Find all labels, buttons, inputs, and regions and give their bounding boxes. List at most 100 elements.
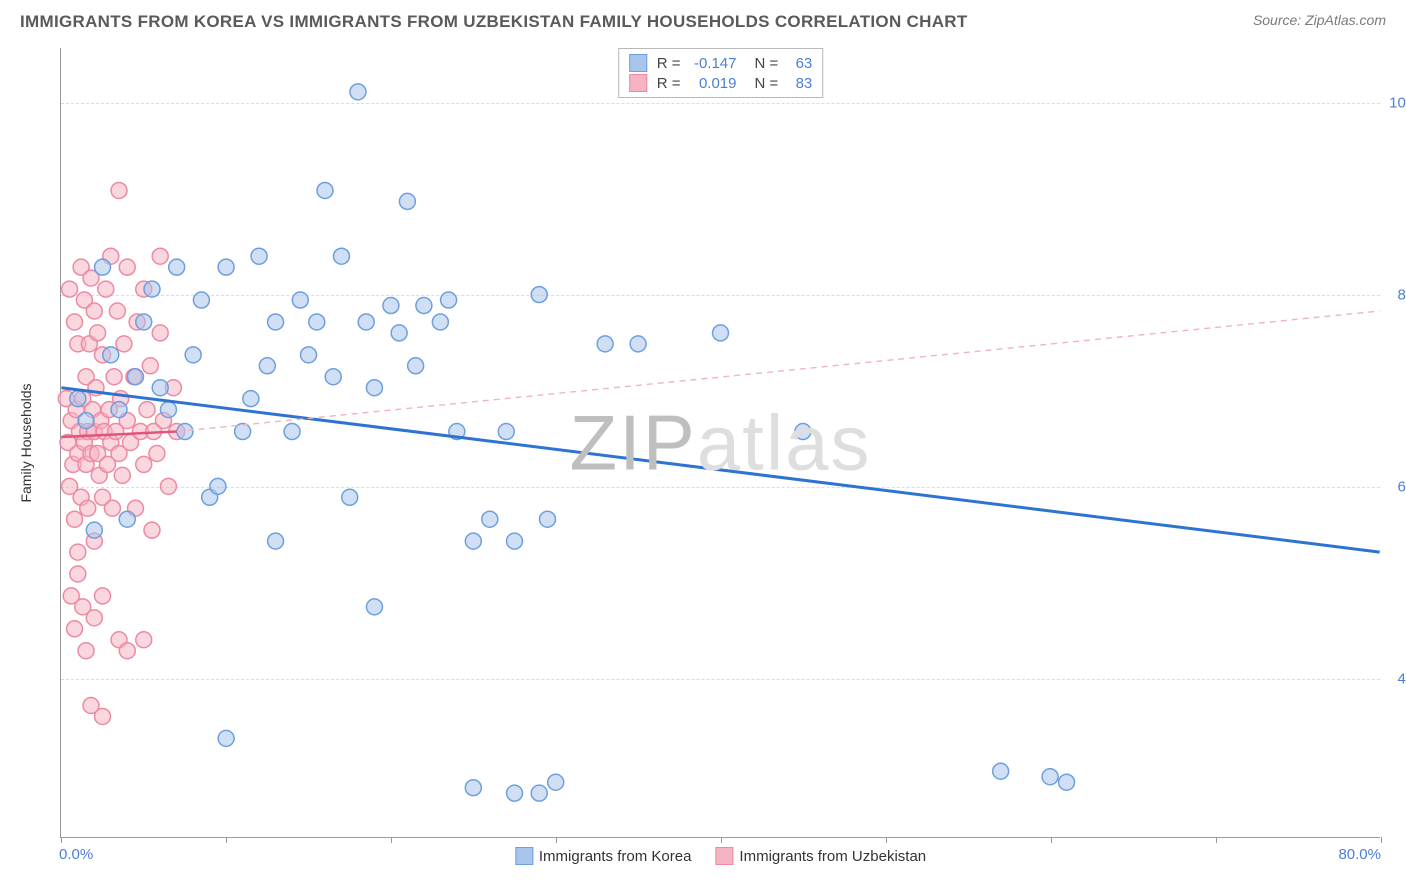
stat-n-value: 83 [784,75,812,92]
legend-swatch [629,54,647,72]
data-point [325,369,341,385]
data-point [142,358,158,374]
y-tick-label: 82.5% [1385,286,1406,303]
data-point [136,632,152,648]
stat-r-value: 0.019 [687,75,737,92]
x-tick [226,837,227,843]
data-point [144,281,160,297]
y-tick-label: 100.0% [1385,94,1406,111]
scatter-chart: Family Households 47.5%65.0%82.5%100.0% … [60,48,1380,838]
data-point [98,281,114,297]
legend-series: Immigrants from Korea Immigrants from Uzb… [515,847,926,865]
stat-r-label: R = [657,75,681,92]
data-point [116,336,132,352]
data-point [301,347,317,363]
data-point [95,259,111,275]
x-tick [1216,837,1217,843]
data-point [713,325,729,341]
data-point [86,522,102,538]
x-tick-label: 0.0% [59,846,93,863]
stat-r-value: -0.147 [687,55,737,72]
legend-stats: R =-0.147N =63R =0.019N =83 [618,48,824,98]
y-tick-label: 47.5% [1385,670,1406,687]
stat-n-value: 63 [784,55,812,72]
data-point [136,314,152,330]
data-point [391,325,407,341]
trend-line-ext [177,311,1380,432]
data-point [309,314,325,330]
data-point [259,358,275,374]
data-point [366,599,382,615]
data-point [136,456,152,472]
data-point [218,730,234,746]
data-point [597,336,613,352]
stat-n-label: N = [755,75,779,92]
data-point [169,259,185,275]
chart-header: IMMIGRANTS FROM KOREA VS IMMIGRANTS FROM… [0,0,1406,32]
data-point [104,500,120,516]
data-point [70,544,86,560]
data-point [399,193,415,209]
data-point [243,391,259,407]
plot-svg [61,48,1380,837]
data-point [78,413,94,429]
data-point [465,780,481,796]
data-point [630,336,646,352]
data-point [416,298,432,314]
data-point [333,248,349,264]
data-point [531,785,547,801]
data-point [80,500,96,516]
data-point [350,84,366,100]
data-point [86,303,102,319]
x-tick [721,837,722,843]
legend-item: Immigrants from Korea [515,847,692,865]
chart-title: IMMIGRANTS FROM KOREA VS IMMIGRANTS FROM… [20,12,968,32]
data-point [70,566,86,582]
data-point [408,358,424,374]
data-point [1042,769,1058,785]
data-point [70,391,86,407]
legend-label: Immigrants from Korea [539,848,692,865]
data-point [103,347,119,363]
data-point [218,259,234,275]
x-tick [556,837,557,843]
y-axis-label: Family Households [18,383,34,502]
data-point [90,325,106,341]
data-point [62,281,78,297]
chart-source: Source: ZipAtlas.com [1253,12,1386,28]
x-tick [61,837,62,843]
data-point [993,763,1009,779]
data-point [106,369,122,385]
data-point [152,325,168,341]
data-point [465,533,481,549]
data-point [432,314,448,330]
data-point [119,511,135,527]
x-tick [391,837,392,843]
x-tick-label: 80.0% [1338,846,1381,863]
data-point [111,182,127,198]
data-point [86,610,102,626]
data-point [95,588,111,604]
data-point [358,314,374,330]
data-point [795,424,811,440]
data-point [507,785,523,801]
data-point [210,478,226,494]
data-point [78,643,94,659]
trend-line [61,388,1379,552]
data-point [160,402,176,418]
legend-item: Immigrants from Uzbekistan [715,847,926,865]
data-point [268,314,284,330]
stat-n-label: N = [755,55,779,72]
data-point [109,303,125,319]
data-point [149,445,165,461]
data-point [482,511,498,527]
data-point [144,522,160,538]
data-point [292,292,308,308]
legend-swatch [515,847,533,865]
data-point [152,248,168,264]
data-point [539,511,555,527]
data-point [498,424,514,440]
data-point [152,380,168,396]
data-point [268,533,284,549]
data-point [193,292,209,308]
